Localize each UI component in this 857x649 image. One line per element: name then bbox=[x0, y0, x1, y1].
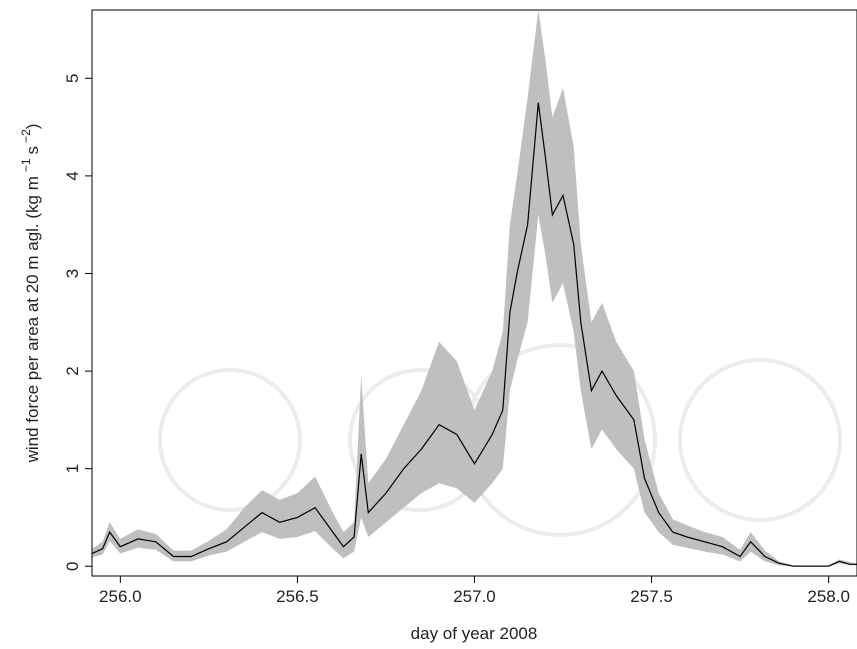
y-tick-label: 4 bbox=[63, 171, 82, 180]
mean-line bbox=[91, 102, 857, 567]
x-axis: 256.0 256.5 257.0 257.5 258.0 bbox=[99, 576, 850, 606]
x-tick-label: 256.5 bbox=[276, 587, 319, 606]
y-tick-label: 5 bbox=[63, 74, 82, 83]
x-tick-label: 257.5 bbox=[630, 587, 673, 606]
y-axis-title-exp2: −2 bbox=[19, 129, 33, 143]
watermark-graphic bbox=[158, 343, 842, 537]
x-tick-label: 257.0 bbox=[453, 587, 496, 606]
x-axis-title: day of year 2008 bbox=[411, 624, 538, 643]
y-axis: 0 1 2 3 4 5 bbox=[63, 74, 92, 571]
y-tick-label: 3 bbox=[63, 269, 82, 278]
y-tick-label: 0 bbox=[63, 562, 82, 571]
y-tick-label: 1 bbox=[63, 464, 82, 473]
y-axis-title-end: ) bbox=[23, 124, 42, 130]
x-tick-label: 256.0 bbox=[99, 587, 142, 606]
y-axis-title-main: wind force per area at 20 m agl. (kg m bbox=[23, 176, 42, 463]
y-tick-label: 2 bbox=[63, 366, 82, 375]
plot-area bbox=[91, 10, 857, 567]
y-axis-title-exp1: −1 bbox=[19, 158, 33, 172]
uncertainty-band bbox=[92, 10, 857, 567]
x-tick-label: 258.0 bbox=[807, 587, 850, 606]
y-axis-title-mid: s bbox=[23, 146, 42, 155]
y-axis-title: wind force per area at 20 m agl. (kg m −1… bbox=[19, 124, 42, 464]
